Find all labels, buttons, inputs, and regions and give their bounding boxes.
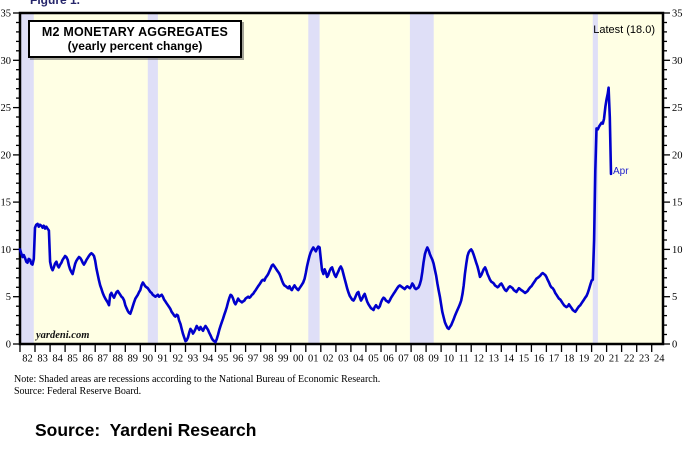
y-tick-label-left: 5 xyxy=(6,292,11,303)
y-tick-label-right: 5 xyxy=(672,292,677,303)
note-recessions: Note: Shaded areas are recessions accord… xyxy=(14,374,381,385)
x-tick-label: 14 xyxy=(504,354,515,365)
figure-label: Figure 1. xyxy=(30,0,81,7)
yardeni-watermark: yardeni.com xyxy=(36,330,90,341)
x-tick-label: 89 xyxy=(128,354,139,365)
recession-band xyxy=(20,13,34,344)
chart-subtitle: (yearly percent change) xyxy=(67,39,203,53)
recession-band xyxy=(147,13,158,344)
x-tick-label: 13 xyxy=(489,354,500,365)
x-tick-label: 91 xyxy=(158,354,169,365)
x-tick-label: 02 xyxy=(323,354,334,365)
x-tick-label: 20 xyxy=(594,354,605,365)
y-tick-label-left: 20 xyxy=(1,150,12,161)
latest-value-label: Latest (18.0) xyxy=(593,24,655,36)
source-heading: Source: Yardeni Research xyxy=(35,420,257,440)
y-tick-label-right: 10 xyxy=(672,245,683,256)
plot-frame xyxy=(18,11,665,346)
x-tick-label: 87 xyxy=(97,354,108,365)
recession-band xyxy=(308,13,320,344)
x-tick-label: 95 xyxy=(218,354,229,365)
y-tick-label-right: 25 xyxy=(672,103,683,114)
x-tick-label: 22 xyxy=(624,354,635,365)
recession-band xyxy=(409,13,434,344)
plot-background xyxy=(20,13,663,344)
x-tick-label: 94 xyxy=(203,354,214,365)
x-tick-label: 99 xyxy=(278,354,289,365)
y-tick-label-right: 35 xyxy=(672,9,683,20)
y-tick-label-right: 15 xyxy=(672,198,683,209)
x-tick-label: 98 xyxy=(263,354,274,365)
x-tick-label: 83 xyxy=(37,354,48,365)
x-tick-label: 01 xyxy=(308,354,319,365)
y-tick-label-right: 20 xyxy=(672,150,683,161)
x-tick-label: 92 xyxy=(173,354,184,365)
x-tick-label: 93 xyxy=(188,354,199,365)
x-tick-label: 84 xyxy=(52,354,63,365)
x-tick-label: 06 xyxy=(383,354,394,365)
x-tick-label: 24 xyxy=(654,354,665,365)
y-tick-label-right: 0 xyxy=(672,340,677,351)
x-tick-label: 17 xyxy=(549,354,560,365)
x-tick-label: 96 xyxy=(233,354,244,365)
y-tick-label-left: 30 xyxy=(1,56,12,67)
x-tick-label: 12 xyxy=(473,354,484,365)
x-tick-label: 23 xyxy=(639,354,650,365)
x-tick-label: 08 xyxy=(413,354,424,365)
x-tick-label: 07 xyxy=(398,354,409,365)
y-tick-label-right: 30 xyxy=(672,56,683,67)
y-tick-label-left: 15 xyxy=(1,198,12,209)
x-tick-label: 90 xyxy=(143,354,154,365)
y-tick-label-left: 35 xyxy=(1,9,12,20)
x-tick-label: 00 xyxy=(293,354,304,365)
x-tick-label: 18 xyxy=(564,354,575,365)
note-source: Source: Federal Reserve Board. xyxy=(14,386,142,397)
x-tick-label: 11 xyxy=(459,354,469,365)
x-tick-label: 16 xyxy=(534,354,545,365)
x-tick-label: 21 xyxy=(609,354,620,365)
series-end-month-label: Apr xyxy=(613,166,629,177)
x-tick-label: 88 xyxy=(113,354,124,365)
chart-title: M2 MONETARY AGGREGATES xyxy=(41,25,229,39)
y-tick-label-left: 0 xyxy=(6,340,11,351)
x-tick-label: 15 xyxy=(519,354,530,365)
x-tick-label: 04 xyxy=(353,354,364,365)
x-tick-label: 03 xyxy=(338,354,349,365)
chart-title-box: M2 MONETARY AGGREGATES (yearly percent c… xyxy=(28,20,242,58)
x-tick-label: 10 xyxy=(443,354,454,365)
m2-series-line xyxy=(18,86,613,344)
x-tick-label: 97 xyxy=(248,354,259,365)
x-tick-label: 82 xyxy=(22,354,33,365)
x-tick-label: 86 xyxy=(82,354,93,365)
x-tick-label: 85 xyxy=(67,354,78,365)
x-tick-label: 09 xyxy=(428,354,439,365)
y-tick-label-left: 25 xyxy=(1,103,12,114)
y-tick-label-left: 10 xyxy=(1,245,12,256)
x-tick-label: 05 xyxy=(368,354,379,365)
x-tick-label: 19 xyxy=(579,354,590,365)
